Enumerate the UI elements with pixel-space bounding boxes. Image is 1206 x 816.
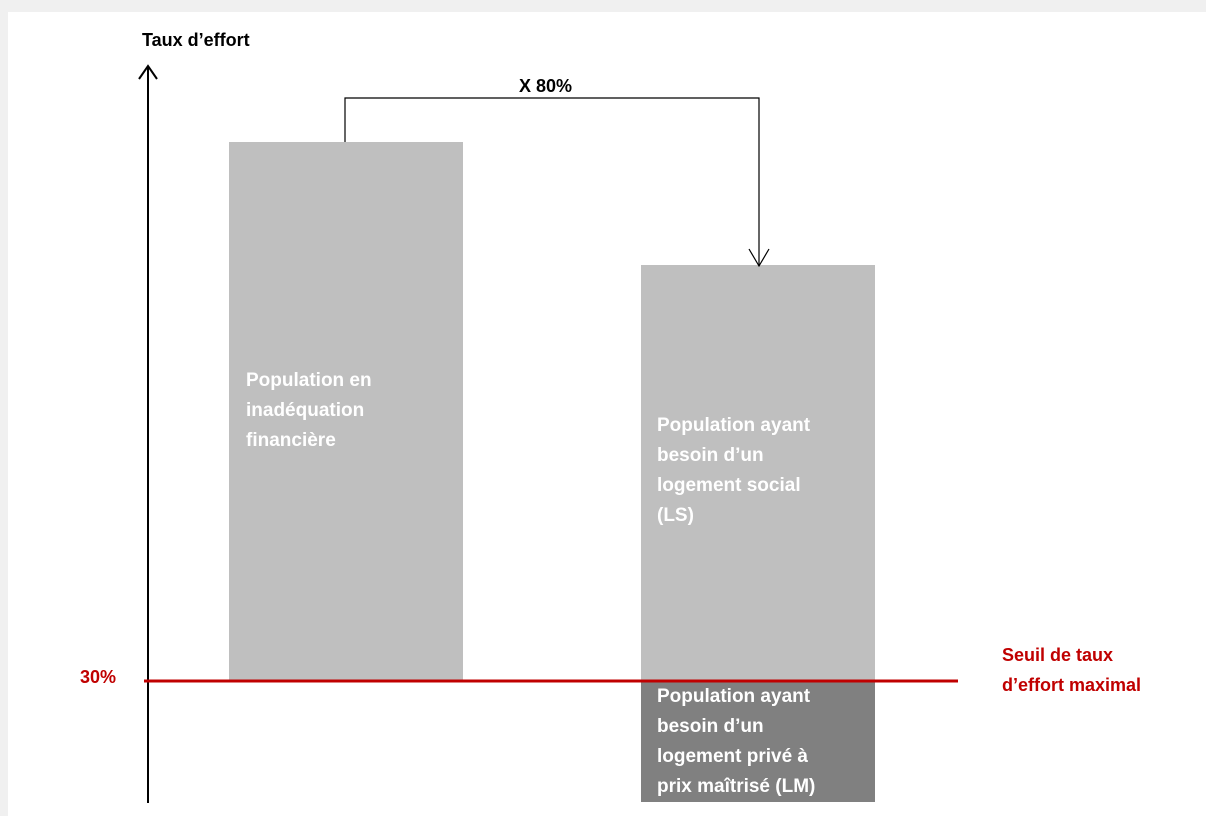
threshold-value-label: 30% xyxy=(80,667,117,687)
threshold-name-label: Seuil de taux d’effort maximal xyxy=(1002,645,1142,695)
bar-inadequation-financiere xyxy=(229,142,463,680)
y-axis-arrowhead xyxy=(138,64,158,80)
bar-label-logement-social: Population ayant besoin d’un logement so… xyxy=(657,415,811,526)
y-axis-title: Taux d’effort xyxy=(142,30,250,50)
multiplier-label: X 80% xyxy=(519,76,573,96)
bar-label-logement-prive: Population ayant besoin d’un logement pr… xyxy=(657,686,816,797)
bar-label-inadequation: Population en inadéquation financière xyxy=(246,370,372,451)
connector-line xyxy=(344,97,760,266)
connector-arrowhead xyxy=(748,248,770,268)
bar-logement-social xyxy=(641,265,875,680)
bar-logement-prive-maitrise xyxy=(641,680,875,802)
